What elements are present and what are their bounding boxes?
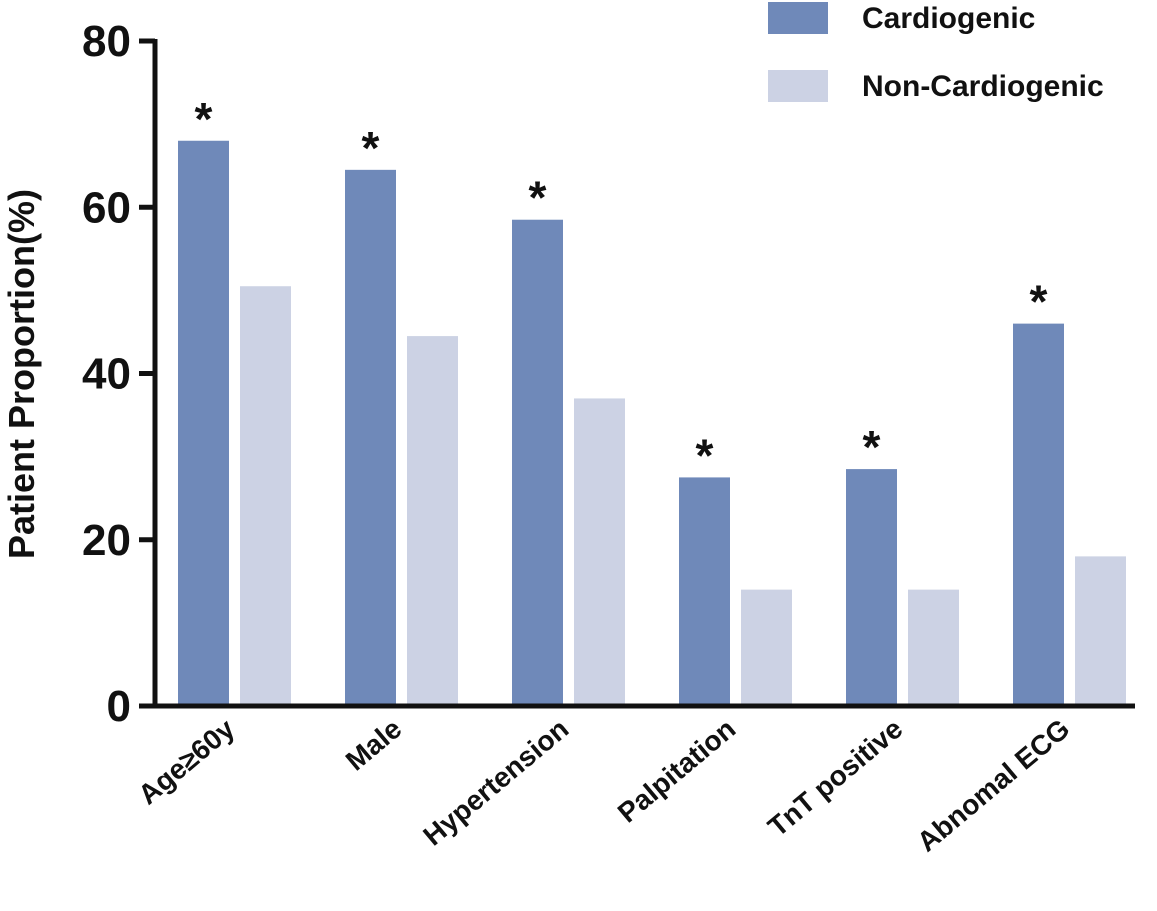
legend: Cardiogenic Non-Cardiogenic [768, 2, 1104, 103]
bar-non-cardiogenic [407, 336, 458, 706]
legend-label-cardiogenic: Cardiogenic [862, 2, 1035, 35]
y-tick-label: 0 [107, 682, 131, 731]
legend-swatch-non-cardiogenic [768, 70, 828, 102]
significance-star: * [362, 122, 380, 174]
bar-non-cardiogenic [741, 589, 792, 706]
bar-non-cardiogenic [908, 589, 959, 706]
bar-non-cardiogenic [240, 286, 291, 706]
bar-non-cardiogenic [1075, 556, 1126, 706]
x-tick-label: Palpitation [612, 713, 742, 829]
x-tick-label: TnT positive [762, 713, 908, 843]
bar-cardiogenic [679, 477, 730, 706]
legend-label-non-cardiogenic: Non-Cardiogenic [862, 70, 1104, 103]
x-tick-label: Abnomal ECG [911, 713, 1075, 858]
x-tick-label: Age≥60y [132, 713, 240, 811]
x-tick-label: Hypertension [417, 713, 574, 852]
significance-star: * [195, 93, 213, 145]
significance-star: * [696, 429, 714, 481]
bar-cardiogenic [846, 469, 897, 706]
y-tick-label: 60 [82, 183, 131, 232]
y-tick-label: 80 [82, 17, 131, 66]
y-tick-label: 40 [82, 350, 131, 399]
legend-swatch-cardiogenic [768, 2, 828, 34]
bar-cardiogenic [1013, 323, 1064, 706]
x-tick-label: Male [340, 713, 408, 777]
bar-cardiogenic [178, 140, 229, 706]
bar-cardiogenic [512, 219, 563, 706]
bar-cardiogenic [345, 169, 396, 706]
bar-non-cardiogenic [574, 398, 625, 706]
y-axis-label: Patient Proportion(%) [1, 189, 42, 559]
plot-area: * * * * * * 0 20 40 60 80 Age≥60y Male Hypertension Pa… [82, 17, 1135, 858]
significance-star: * [529, 172, 547, 224]
y-tick-label: 20 [82, 516, 131, 565]
significance-star: * [1030, 276, 1048, 328]
significance-star: * [863, 421, 881, 473]
